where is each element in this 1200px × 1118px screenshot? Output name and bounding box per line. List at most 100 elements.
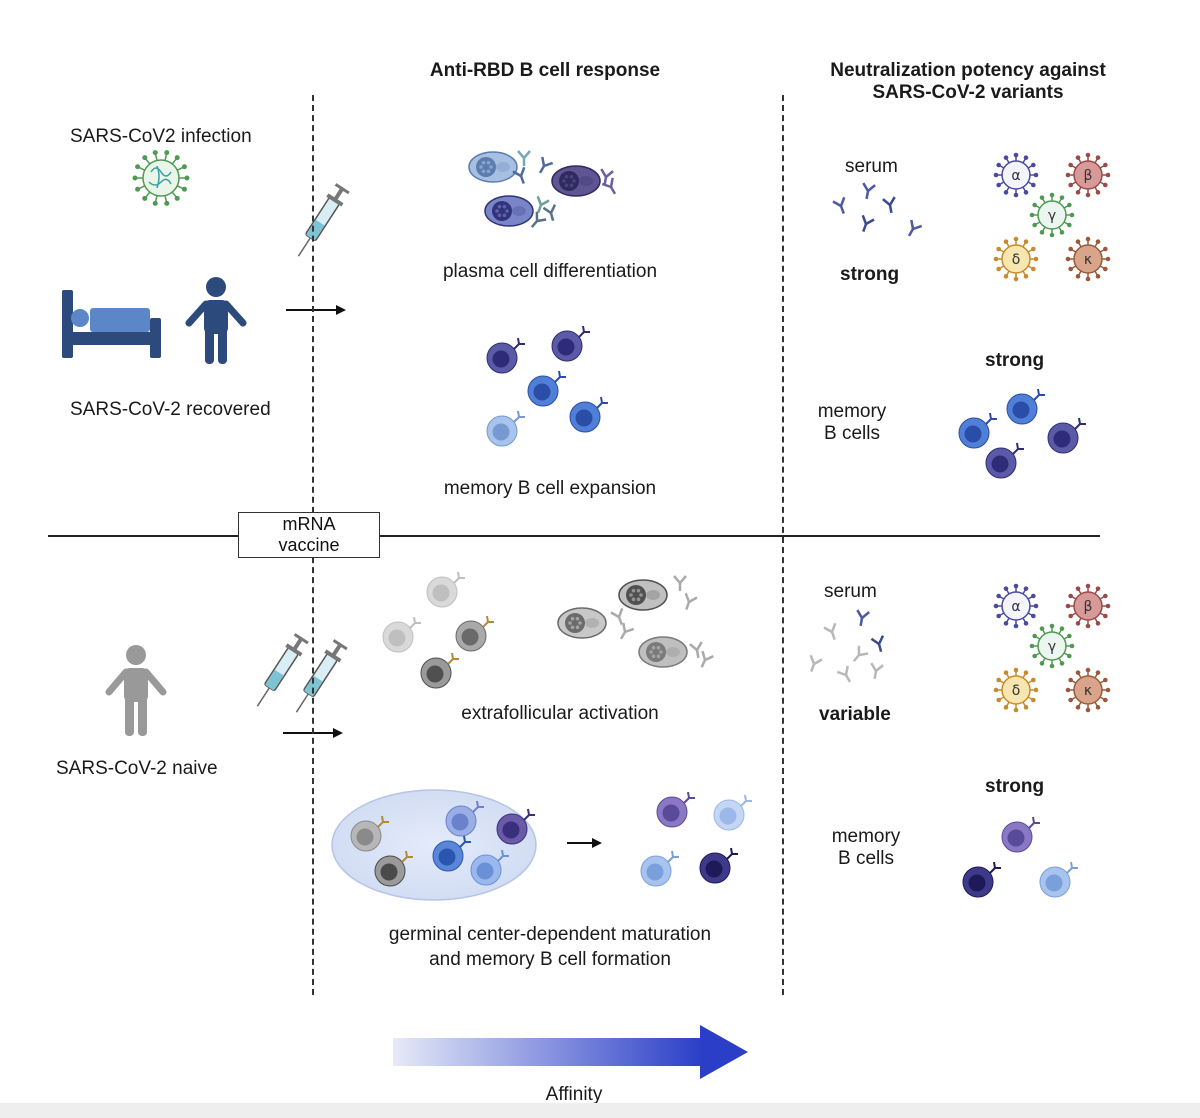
antibody-icon: [700, 650, 714, 668]
beta-variant-icon: β: [1065, 152, 1111, 198]
b-cell-icon: [985, 442, 1024, 479]
antibody-icon: [862, 182, 876, 200]
antibody-icon: [870, 662, 884, 680]
b-cell-icon: [1001, 816, 1040, 853]
coronavirus-icon: [132, 150, 190, 206]
delta-variant-icon: δ: [993, 236, 1039, 282]
b-cell-icon: [486, 337, 525, 374]
antibody-icon: [536, 195, 550, 213]
antibody-icon: [619, 622, 635, 640]
b-cell-icon: [445, 800, 484, 837]
vaccine-box: mRNA vaccine: [238, 512, 380, 558]
antibody-icon: [882, 196, 896, 214]
antibody-icon: [538, 156, 554, 174]
plasma-cell-icon: [638, 636, 688, 668]
antibody-icon: [512, 166, 526, 184]
extrafollicular-label: extrafollicular activation: [461, 703, 659, 724]
antibodies: [610, 575, 714, 668]
germinal-center-cells: [350, 800, 535, 887]
b-cell-icon: [432, 835, 471, 872]
arrow-icon: [286, 305, 346, 315]
plasma-cell-icon: [551, 165, 601, 197]
naive-label: SARS-CoV-2 naive: [56, 758, 218, 779]
infection-label: SARS-CoV2 infection: [70, 126, 252, 147]
antibody-icon: [542, 204, 557, 222]
vaccine-label-line2: vaccine: [278, 535, 340, 555]
syringe-icon: [297, 183, 350, 257]
divider-horizontal: [48, 535, 1100, 537]
b-cell-icon: [486, 410, 525, 447]
plasma-cell-icon: [618, 579, 668, 611]
plasma-cell-icon: [468, 151, 518, 183]
antibody-icon: [832, 196, 846, 214]
kappa-variant-icon: κ: [1065, 236, 1111, 282]
hospital-bed-icon: [62, 290, 161, 358]
extrafollicular-plasma-cells: [557, 579, 688, 668]
b-cell-icon: [527, 370, 566, 407]
antibody-icon: [907, 219, 923, 237]
b-cell-icon: [455, 615, 494, 652]
b-cell-icon: [699, 847, 738, 884]
variant-label: γ: [1048, 639, 1056, 655]
serum-label: serum: [845, 156, 898, 177]
antibody-icon: [673, 575, 687, 591]
serum-label: serum: [824, 581, 877, 602]
variant-label: γ: [1048, 208, 1056, 224]
antibody-icon: [601, 177, 617, 195]
vaccine-label-line1: mRNA: [282, 514, 336, 534]
antibody-icon: [836, 665, 852, 683]
memory-label-line2: B cells: [838, 848, 894, 869]
person-recovered-icon: [185, 277, 247, 364]
serum-strength: strong: [840, 264, 900, 285]
antibody-icon: [852, 645, 869, 662]
variant-label: α: [1011, 599, 1020, 615]
antibody-icon: [684, 592, 698, 610]
antibody-icon: [861, 214, 875, 232]
memory-b-cells-right: [958, 388, 1086, 479]
kappa-variant-icon: κ: [1065, 667, 1111, 713]
antibodies: [512, 150, 617, 228]
b-cell-icon: [1039, 861, 1078, 898]
beta-variant-icon: β: [1065, 583, 1111, 629]
affinity-arrow: [393, 1025, 748, 1079]
antibody-icon: [517, 150, 531, 166]
extrafollicular-cells: [382, 571, 494, 689]
antibody-icon: [856, 609, 870, 627]
variant-label: δ: [1012, 252, 1021, 268]
matured-memory-cells: [640, 791, 752, 887]
b-cell-icon: [382, 616, 421, 653]
antibody-icon: [689, 641, 703, 659]
serum-strength: variable: [819, 704, 891, 725]
variant-viruses: α β γ δ κ: [993, 583, 1111, 713]
b-cell-icon: [640, 850, 679, 887]
b-cell-icon: [374, 850, 413, 887]
variant-label: α: [1011, 168, 1020, 184]
memory-strength: strong: [985, 350, 1045, 371]
bottom-strip: [0, 1103, 1200, 1118]
antibody-icon: [809, 654, 823, 672]
serum-antibodies: [832, 182, 923, 237]
b-cell-icon: [656, 791, 695, 828]
memory-label-line2: B cells: [824, 423, 880, 444]
gamma-variant-icon: γ: [1029, 192, 1075, 238]
serum-antibodies: [809, 609, 885, 683]
header-neutralization-line1: Neutralization potency against: [830, 60, 1106, 81]
b-cell-icon: [713, 794, 752, 831]
b-cell-icon: [962, 861, 1001, 898]
b-cell-icon: [569, 396, 608, 433]
germinal-label-line1: germinal center-dependent maturation: [388, 924, 712, 945]
plasma-cell-icon: [484, 195, 534, 227]
header-b-cell-response: Anti-RBD B cell response: [429, 60, 661, 81]
arrow-icon: [567, 838, 602, 848]
b-cell-icon: [1006, 388, 1045, 425]
memory-b-cells-right: [962, 816, 1078, 898]
memory-b-cells: [486, 325, 608, 447]
memory-strength: strong: [985, 776, 1045, 797]
germinal-label-line2: and memory B cell formation: [429, 949, 671, 970]
antibody-icon: [610, 607, 624, 625]
plasma-differentiation-label: plasma cell differentiation: [442, 261, 658, 282]
header-neutralization-line2: SARS-CoV-2 variants: [872, 82, 1064, 103]
b-cell-icon: [551, 325, 590, 362]
b-cell-icon: [470, 849, 509, 886]
b-cell-icon: [426, 571, 465, 608]
